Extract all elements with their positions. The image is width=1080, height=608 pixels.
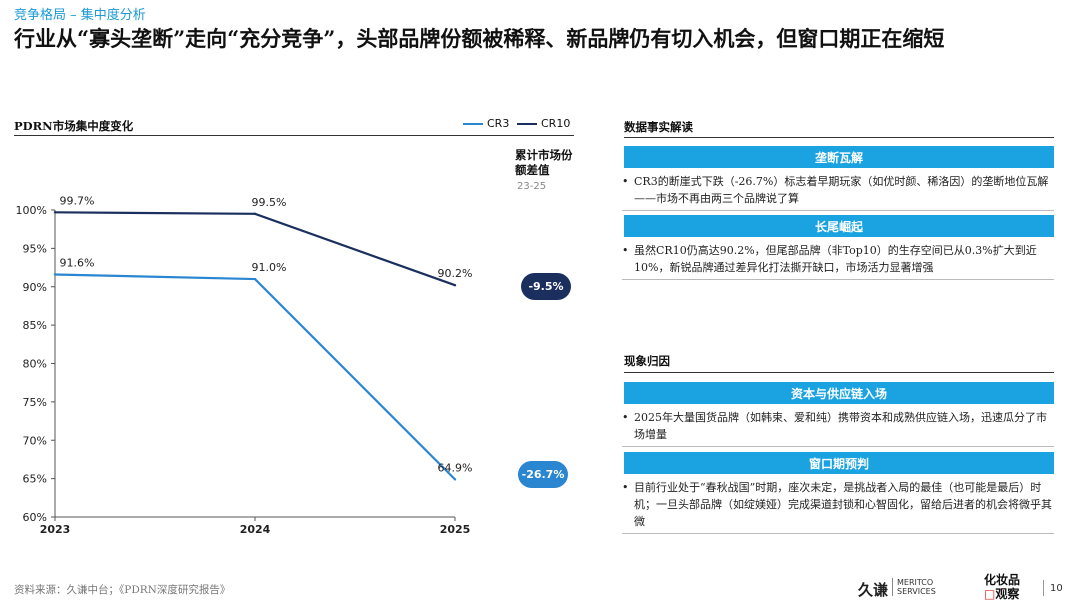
y-tick-label: 90%: [23, 281, 47, 294]
x-tick-label: 2024: [240, 523, 271, 536]
chart-title: PDRN市场集中度变化: [14, 119, 134, 133]
legend-cr3-label: CR3: [487, 117, 510, 130]
y-tick-label: 100%: [16, 204, 47, 217]
jiuqian-logo: 久谦: [858, 581, 889, 599]
legend-cr3: CR3: [463, 117, 509, 130]
facts-rule: [624, 137, 1054, 138]
legend-cr10: CR10: [517, 117, 570, 130]
y-tick-label: 70%: [23, 434, 47, 447]
facts-banner-longtail: 长尾崛起: [624, 215, 1054, 237]
causes-banner-capital: 资本与供应链入场: [624, 382, 1054, 404]
data-point-cr10: [453, 284, 457, 287]
data-label-cr10: 99.5%: [252, 196, 287, 209]
page-separator: [1043, 580, 1044, 596]
page-number: 10: [1050, 583, 1063, 594]
y-tick-label: 95%: [23, 242, 47, 255]
logo-hzp-bottom: 观察: [995, 587, 1020, 601]
source-note: 资料来源：久谦中台；《PDRN深度研究报告》: [14, 584, 231, 596]
legend-cr10-label: CR10: [541, 117, 571, 130]
bullet-dot: •: [622, 411, 629, 424]
facts-bullet-monopoly: • CR3的断崖式下跌（-26.7%）标志着早期玩家（如优时颜、稀洛因）的垄断地…: [622, 173, 1054, 211]
data-label-cr10: 99.7%: [60, 194, 95, 207]
x-tick-label: 2025: [440, 523, 471, 536]
legend-cr3-swatch: [463, 122, 483, 125]
page-title: 行业从“寡头垄断”走向“充分竞争”，头部品牌份额被稀释、新品牌仍有切入机会，但窗…: [14, 26, 945, 51]
chart-title-rule: [14, 135, 574, 136]
diff-range: 23-25: [517, 181, 547, 192]
x-tick-label: 2023: [40, 523, 71, 536]
facts-text-monopoly: CR3的断崖式下跌（-26.7%）标志着早期玩家（如优时颜、稀洛因）的垄断地位瓦…: [634, 175, 1049, 205]
bullet-dot: •: [622, 481, 629, 494]
meritco-logo: MERITCO SERVICES: [892, 578, 949, 596]
line-chart: 100% 95% 90% 85% 80% 75% 70% 65% 60%2023 2024 2025…: [16, 194, 473, 536]
causes-bullet-capital: • 2025年大量国货品牌（如韩束、爱和纯）携带资本和成熟供应链入场，迅速瓜分了…: [622, 409, 1054, 447]
facts-bullet-longtail: • 虽然CR10仍高达90.2%，但尾部品牌（非Top10）的生存空间已从0.3…: [622, 242, 1054, 280]
data-label-cr3: 91.6%: [60, 256, 95, 269]
causes-text-capital: 2025年大量国货品牌（如韩束、爱和纯）携带资本和成熟供应链入场，迅速瓜分了市场…: [634, 411, 1047, 441]
causes-title: 现象归因: [624, 354, 670, 368]
causes-text-window: 目前行业处于“春秋战国”时期，座次未定，是挑战者入局的最佳（也可能是最后）时机；…: [634, 481, 1052, 528]
y-tick-label: 65%: [23, 473, 47, 486]
logo-hzp-bottom-row: □观察: [984, 587, 1020, 601]
facts-banner-monopoly: 垄断瓦解: [624, 146, 1054, 168]
data-label-cr3: 64.9%: [438, 461, 473, 474]
data-point-cr3: [53, 273, 57, 276]
series-line-cr10: [54, 211, 456, 287]
data-label-cr3: 91.0%: [252, 261, 287, 274]
logo-hzp-mark: □: [984, 587, 996, 601]
data-point-cr3: [253, 277, 257, 281]
series-line-cr3: [54, 273, 456, 481]
legend-cr10-swatch: [517, 122, 537, 125]
cosmetics-observer-logo: 化妆品 □观察: [984, 573, 1020, 601]
facts-text-longtail: 虽然CR10仍高达90.2%，但尾部品牌（非Top10）的生存空间已从0.3%扩…: [634, 244, 1037, 274]
facts-title: 数据事实解读: [624, 120, 693, 134]
diff-badge-cr3: -26.7%: [518, 461, 568, 488]
bullet-dot: •: [622, 244, 629, 257]
y-tick-label: 75%: [23, 396, 47, 409]
y-tick-label: 60%: [23, 511, 47, 524]
y-tick-label: 85%: [23, 319, 47, 332]
data-label-cr10: 90.2%: [438, 267, 473, 280]
logo-hzp-top: 化妆品: [984, 573, 1021, 587]
diff-badge-cr10: -9.5%: [521, 273, 571, 300]
bullet-dot: •: [622, 175, 629, 188]
y-tick-label: 80%: [23, 358, 47, 371]
causes-bullet-window: • 目前行业处于“春秋战国”时期，座次未定，是挑战者入局的最佳（也可能是最后）时…: [622, 479, 1054, 534]
breadcrumb: 竞争格局 – 集中度分析: [14, 8, 146, 23]
data-point-cr3: [453, 478, 457, 481]
data-point-cr10: [53, 211, 57, 214]
data-point-cr10: [253, 212, 257, 216]
causes-banner-window: 窗口期预判: [624, 452, 1054, 474]
causes-rule: [624, 372, 1054, 373]
diff-header: 累计市场份额差值: [515, 148, 573, 177]
